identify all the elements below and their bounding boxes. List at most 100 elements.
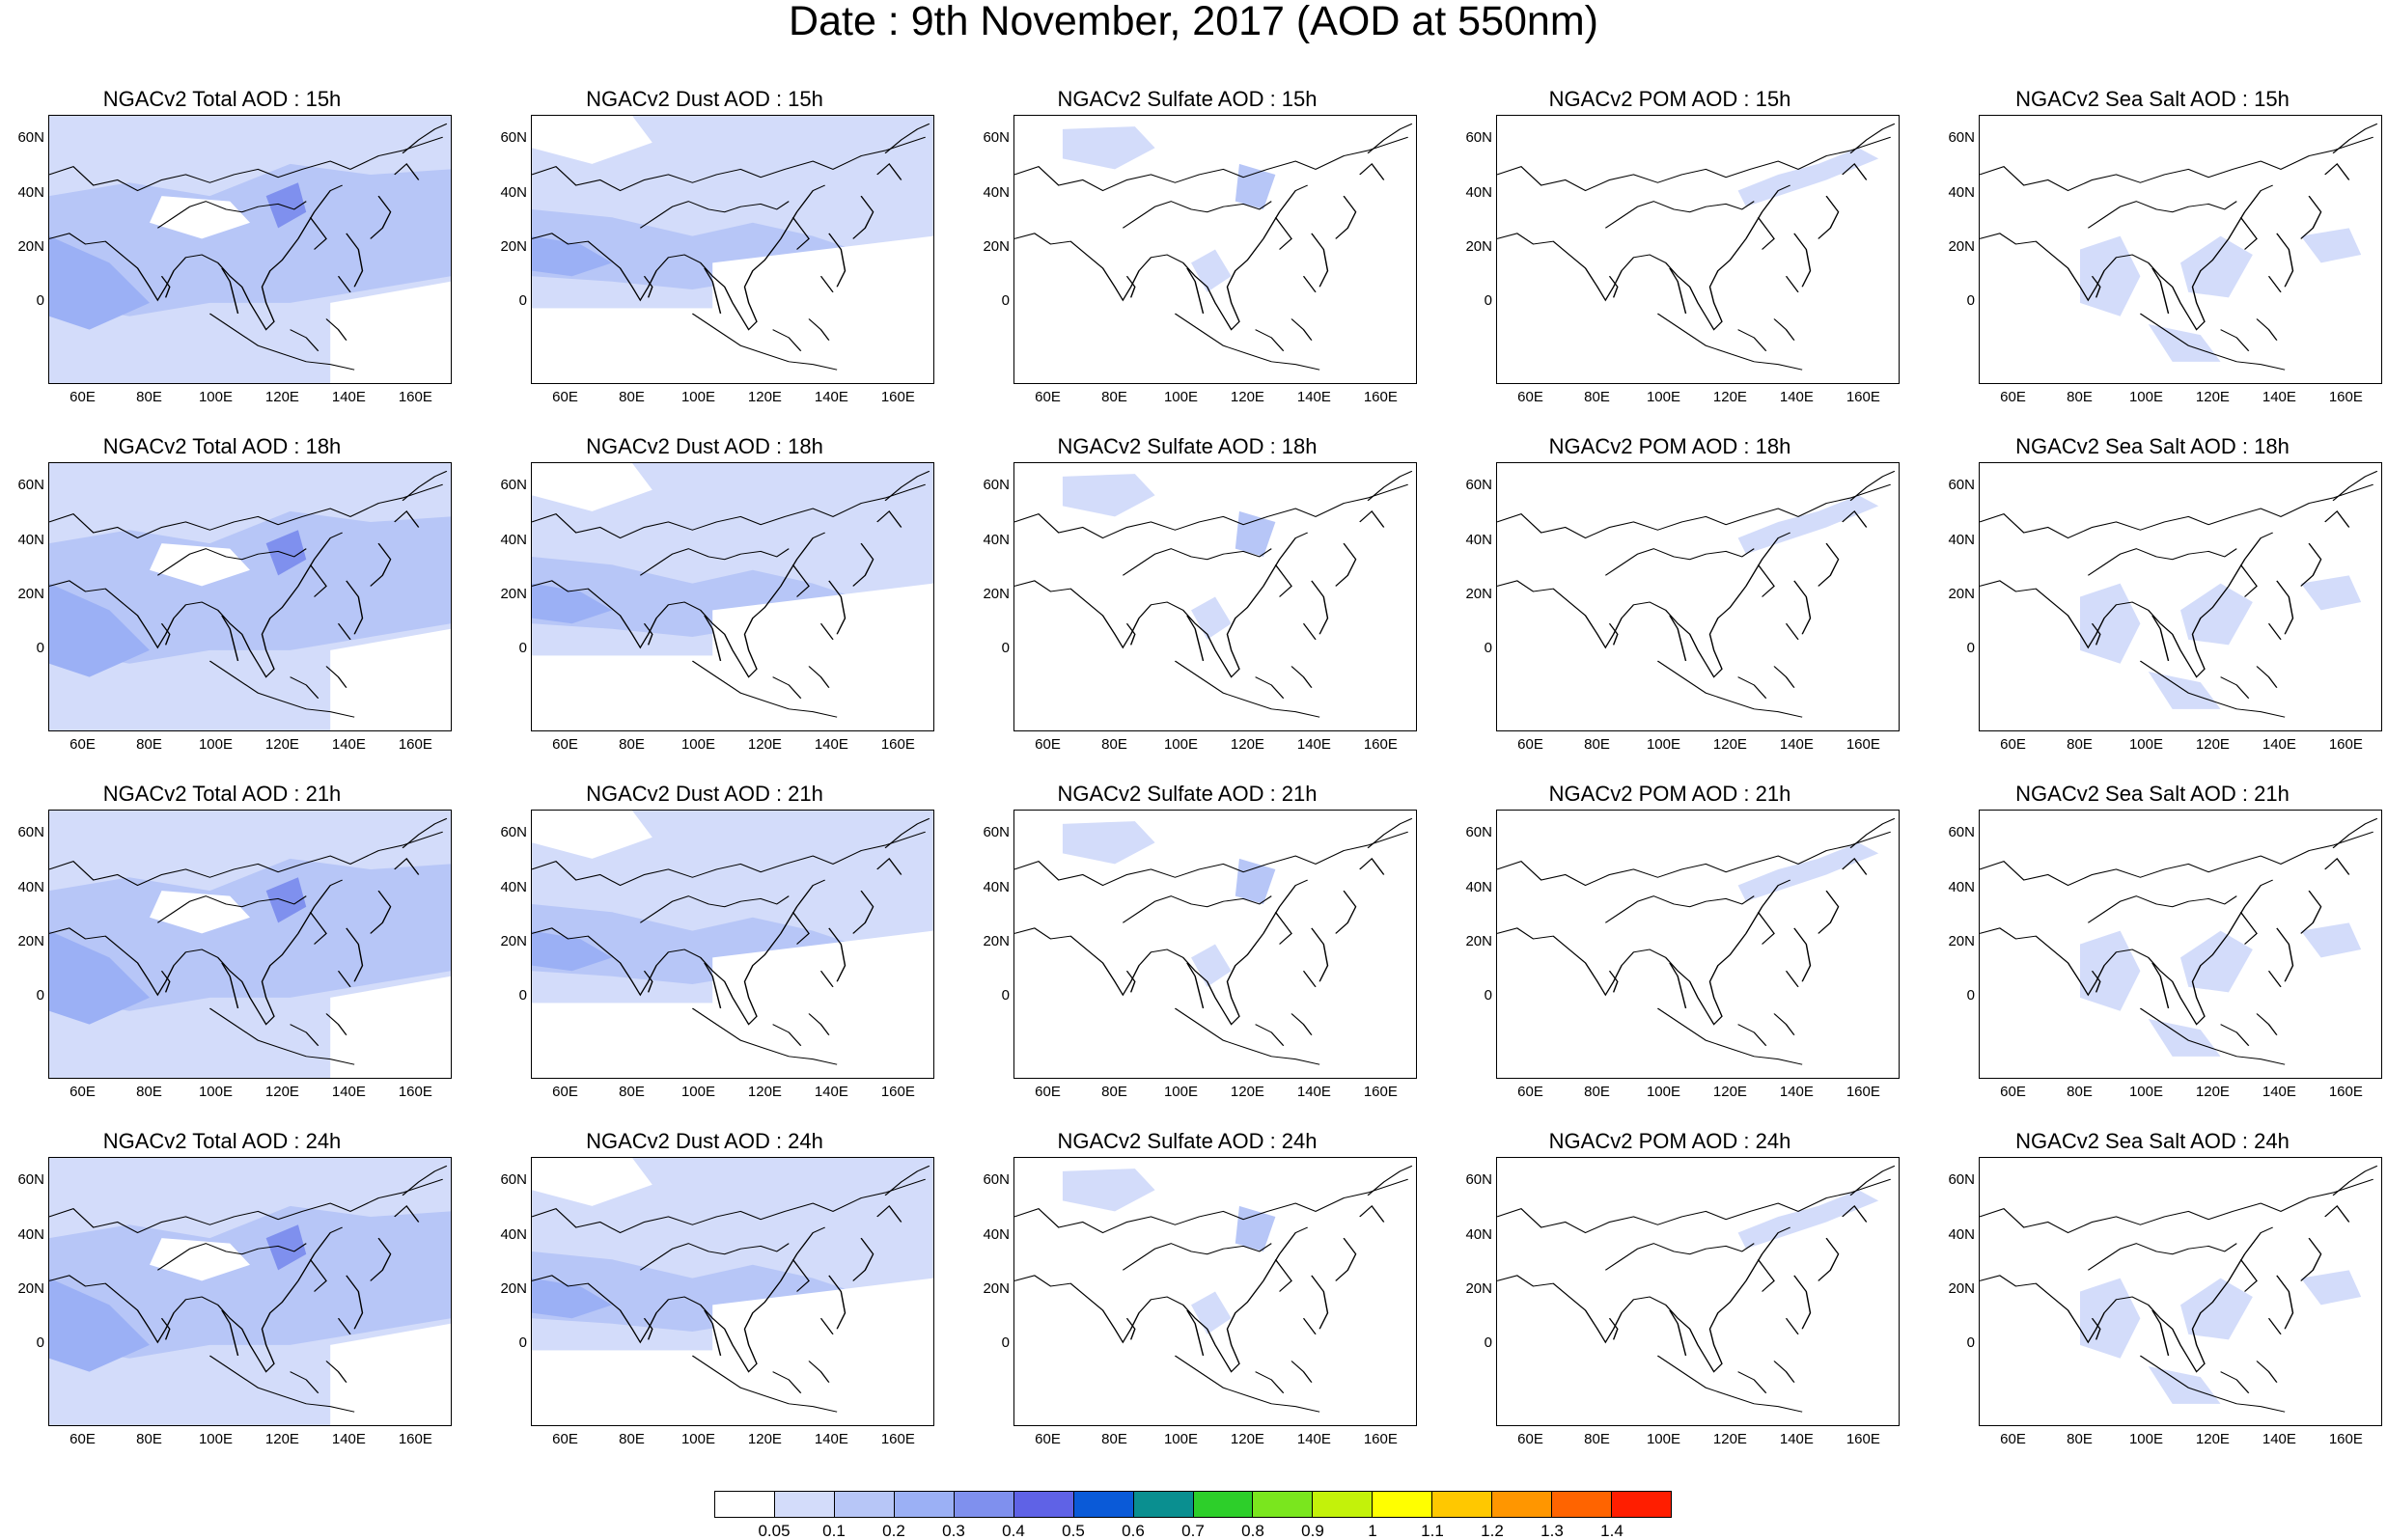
coastline <box>791 1259 810 1292</box>
coastline <box>2300 509 2350 587</box>
y-tick-label: 60N <box>17 823 44 840</box>
coastline <box>1849 123 1896 154</box>
x-tick-label: 160E <box>398 736 432 753</box>
panel-title: NGACv2 POM AOD : 18h <box>1548 434 1791 458</box>
panel-title: NGACv2 POM AOD : 21h <box>1548 782 1791 806</box>
y-tick-label: 40N <box>983 183 1010 201</box>
x-tick-label: 100E <box>1163 389 1198 405</box>
coastline <box>208 313 355 371</box>
x-tick-label: 100E <box>2128 389 2163 405</box>
coastline <box>2139 313 2286 371</box>
coastline <box>884 123 930 154</box>
coastline <box>1604 1243 1755 1271</box>
colorbar-label: 1.2 <box>1481 1522 1504 1540</box>
map-panel: NGACv2 POM AOD : 15h 60N 40N 20N 0 60E 80E 100E… <box>1448 87 1930 420</box>
coastline <box>1014 184 1309 331</box>
coastline <box>309 564 327 597</box>
coastline <box>156 548 307 576</box>
x-tick-label: 80E <box>2067 736 2093 753</box>
coastline <box>1014 483 1409 539</box>
coastline <box>290 1013 347 1047</box>
coastline <box>160 970 171 993</box>
x-tick-label: 140E <box>331 1084 366 1100</box>
coastline <box>49 1226 344 1373</box>
y-tick-label: 20N <box>500 1279 527 1297</box>
coastline <box>1125 1317 1136 1340</box>
coastline <box>1497 831 1892 887</box>
coastline <box>290 1361 347 1394</box>
x-tick-label: 160E <box>398 1084 432 1100</box>
coastline <box>1367 1165 1413 1196</box>
coastline <box>1785 1275 1812 1335</box>
x-tick-label: 120E <box>264 1084 299 1100</box>
panel-title: NGACv2 Sea Salt AOD : 18h <box>2015 434 2290 458</box>
coastline <box>1186 267 1205 315</box>
coastline <box>1497 184 1791 331</box>
x-tick-label: 80E <box>1584 389 1610 405</box>
coastline <box>791 564 810 597</box>
x-tick-label: 80E <box>619 1431 645 1447</box>
y-tick-label: 0 <box>518 1334 527 1351</box>
colorbar-swatch <box>1432 1492 1493 1517</box>
coastline <box>1174 1355 1320 1413</box>
coastline <box>1980 831 2374 887</box>
coastline <box>1014 136 1409 192</box>
coastline <box>290 666 347 700</box>
coastline <box>2239 217 2258 250</box>
coastline <box>2151 615 2170 662</box>
y-tick-label: 60N <box>500 476 527 493</box>
coastline <box>49 1178 444 1234</box>
coastline <box>1818 1204 1868 1281</box>
x-tick-label: 160E <box>1846 1431 1880 1447</box>
x-tick-label: 60E <box>552 1431 578 1447</box>
x-tick-label: 60E <box>2000 1431 2026 1447</box>
x-tick-label: 140E <box>331 736 366 753</box>
x-tick-label: 80E <box>2067 1431 2093 1447</box>
colorbar-swatch <box>774 1492 835 1517</box>
coastline <box>337 927 364 988</box>
coastline <box>852 1204 902 1281</box>
x-tick-label: 160E <box>880 736 915 753</box>
x-tick-label: 60E <box>69 389 96 405</box>
x-tick-label: 120E <box>2195 736 2230 753</box>
aod-field <box>532 1158 933 1413</box>
coastline <box>643 275 653 298</box>
coastline <box>49 532 344 678</box>
coastline <box>1980 879 2274 1026</box>
coastline <box>49 879 344 1026</box>
x-tick-label: 100E <box>198 736 233 753</box>
coastline <box>2332 1165 2378 1196</box>
y-tick-label: 60N <box>983 476 1010 493</box>
colorbar-swatch <box>1552 1492 1613 1517</box>
colorbar-swatch <box>1193 1492 1254 1517</box>
coastline <box>1125 622 1136 646</box>
coastline <box>1125 970 1136 993</box>
x-tick-label: 140E <box>814 1084 848 1100</box>
coastline <box>1014 532 1309 678</box>
x-tick-label: 100E <box>1646 1084 1680 1100</box>
aod-field <box>49 463 451 730</box>
aod-field <box>532 463 933 718</box>
coastline <box>1335 162 1385 239</box>
colorbar <box>714 1491 1672 1518</box>
coastline <box>1497 1226 1791 1373</box>
map-panel: NGACv2 Total AOD : 21h 60N 40N 20N 0 60E 80E 10… <box>0 782 483 1114</box>
x-tick-label: 160E <box>1846 1084 1880 1100</box>
y-tick-label: 60N <box>1465 823 1492 840</box>
coastline <box>791 217 810 250</box>
coastline <box>309 1259 327 1292</box>
coastline <box>221 1309 239 1357</box>
x-tick-label: 140E <box>1296 1431 1331 1447</box>
aod-map <box>48 115 452 384</box>
coastline <box>532 136 927 192</box>
coastline <box>160 1317 171 1340</box>
map-panel: NGACv2 Sea Salt AOD : 15h 60N 40N 20N 0 60E 80… <box>1930 87 2387 420</box>
x-tick-label: 140E <box>331 389 366 405</box>
coastline <box>884 817 930 849</box>
panel-title: NGACv2 Sulfate AOD : 24h <box>1057 1129 1318 1153</box>
panel-title: NGACv2 Sulfate AOD : 18h <box>1057 434 1318 458</box>
y-tick-label: 20N <box>983 585 1010 602</box>
x-tick-label: 160E <box>880 1084 915 1100</box>
colorbar-label: 0.3 <box>942 1522 965 1540</box>
coastline <box>156 895 307 923</box>
